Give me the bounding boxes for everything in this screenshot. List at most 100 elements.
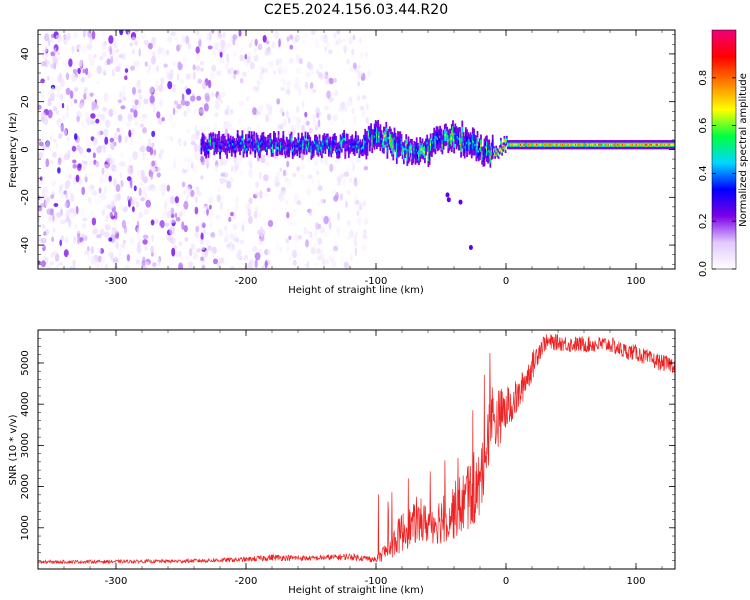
spectrogram-signal-core [387, 136, 390, 140]
spectrogram-noise-cell [82, 165, 87, 171]
snr-y-label: SNR (10 * v/v) [8, 414, 19, 485]
spectrogram-noise-cell [283, 118, 287, 126]
spectrogram-noise-cell [143, 186, 147, 194]
spectrogram-noise-cell [200, 175, 204, 180]
spectrogram-signal-core [566, 143, 569, 146]
spectrogram-noise-cell [209, 221, 213, 229]
spectrogram-noise-cell [74, 45, 81, 51]
spectrogram-noise-cell [249, 160, 253, 168]
spectrogram-noise-cell [127, 164, 131, 174]
spectrogram-noise-cell [78, 177, 83, 185]
spectrogram-noise-cell [76, 144, 81, 151]
spectrogram-signal-core [479, 147, 481, 151]
spectrogram-stray-cell [445, 192, 450, 198]
spectrogram-noise-cell [101, 42, 107, 51]
spectrogram-noise-cell [85, 116, 90, 123]
spectrogram-noise-cell [265, 103, 271, 111]
spectrogram-signal-core [427, 152, 430, 155]
spectrogram-noise-cell [164, 213, 168, 222]
spectrogram-noise-cell [141, 144, 147, 153]
spectrogram-signal-core [519, 143, 522, 146]
spectrogram-signal-core [636, 143, 639, 146]
spectrogram-noise-cell [204, 239, 210, 246]
spectrogram-noise-cell [166, 184, 170, 192]
spectrogram-noise-cell [183, 225, 188, 233]
spectrogram-noise-cell [62, 59, 68, 67]
spectrogram-noise-cell [60, 93, 64, 101]
spectrogram-noise-cell [276, 64, 282, 71]
spectrogram-signal-core [280, 145, 282, 148]
spectrogram-stray-cell [468, 244, 473, 250]
spectrogram-noise-cell [82, 68, 86, 74]
spectrogram-signal-core [349, 145, 351, 148]
spectrogram-noise-cell [277, 124, 284, 130]
spectrogram-signal-core [245, 140, 247, 144]
spectrogram-noise-cell [73, 99, 78, 104]
spectrogram-noise-cell [329, 163, 334, 173]
spectrogram-noise-cell [351, 107, 355, 115]
spectrogram-noise-cell [270, 60, 276, 69]
spectrogram-signal-core [339, 141, 342, 144]
spectrogram-noise-cell [96, 65, 102, 74]
spectrogram-signal-core [483, 151, 486, 154]
spectrogram-signal-core [322, 142, 324, 146]
spectrogram-noise-cell [190, 141, 196, 146]
spectrogram-noise-cell [71, 145, 77, 152]
spectrogram-noise-cell [156, 47, 162, 55]
spectrogram-noise-cell [97, 247, 102, 254]
spectrogram-noise-cell [93, 198, 99, 205]
spectrogram-signal-core [558, 143, 561, 146]
spectrogram-noise-cell [50, 194, 54, 200]
spectrogram-noise-cell [73, 235, 76, 244]
spectrogram-noise-cell [230, 176, 234, 183]
spectrogram-signal-core [658, 143, 660, 146]
spectrogram-signal-core [371, 139, 374, 143]
spectrogram-noise-cell [235, 237, 240, 243]
spectrogram-signal-core [292, 147, 295, 150]
spectrogram-signal-core [353, 145, 356, 149]
spectrogram-noise-cell [72, 163, 78, 169]
spectrogram-noise-cell [365, 117, 369, 125]
spectrogram-noise-cell [65, 112, 70, 118]
spectrogram-signal-core [627, 143, 630, 146]
spectrogram-signal-core [560, 143, 563, 146]
spectrogram-signal-core [548, 143, 550, 146]
spectrogram-noise-cell [235, 69, 240, 75]
spectrogram-noise-cell [233, 154, 238, 164]
spectrogram-signal-core [336, 149, 338, 152]
spectrogram-noise-cell [119, 30, 124, 36]
spectrogram-signal-core [226, 148, 228, 151]
spectrogram-signal-core [536, 143, 539, 146]
spectrogram-noise-cell [169, 166, 173, 172]
spectrogram-signal-core [230, 147, 233, 150]
spectrogram-noise-cell [254, 38, 258, 47]
spectrogram-noise-cell [296, 166, 300, 172]
spectrogram-signal-core [209, 140, 212, 143]
spectrogram-signal-core [514, 143, 516, 146]
spectrogram-noise-cell [326, 90, 331, 99]
spectrogram-noise-cell [42, 47, 48, 53]
spectrogram-noise-cell [212, 50, 217, 55]
spectrogram-noise-cell [304, 263, 309, 268]
spectrogram-signal-core [639, 143, 642, 146]
spectrogram-noise-cell [45, 141, 50, 149]
spectrogram-noise-cell [249, 61, 255, 70]
spectrogram-noise-cell [38, 141, 44, 147]
spectrogram-noise-cell [169, 226, 175, 236]
spectrogram-noise-cell [93, 259, 98, 267]
spectrogram-signal-core [505, 139, 508, 142]
spectrogram-noise-cell [308, 127, 313, 134]
spectrogram-signal-core [629, 143, 632, 146]
spectrogram-signal-core [399, 142, 402, 145]
spectrogram-noise-cell [88, 161, 94, 166]
spectrogram-noise-cell [202, 222, 206, 229]
spectrogram-signal-core [326, 140, 329, 143]
spectrogram-signal-core [606, 143, 609, 146]
spectrogram-noise-cell [173, 244, 178, 250]
spectrogram-signal-core [667, 143, 670, 146]
spectrogram-signal-core [633, 143, 636, 146]
spectrogram-signal-core [562, 143, 564, 146]
spectrogram-signal-core [604, 143, 606, 146]
spectrogram-noise-cell [329, 97, 335, 102]
spectrogram-signal-core [474, 143, 477, 147]
